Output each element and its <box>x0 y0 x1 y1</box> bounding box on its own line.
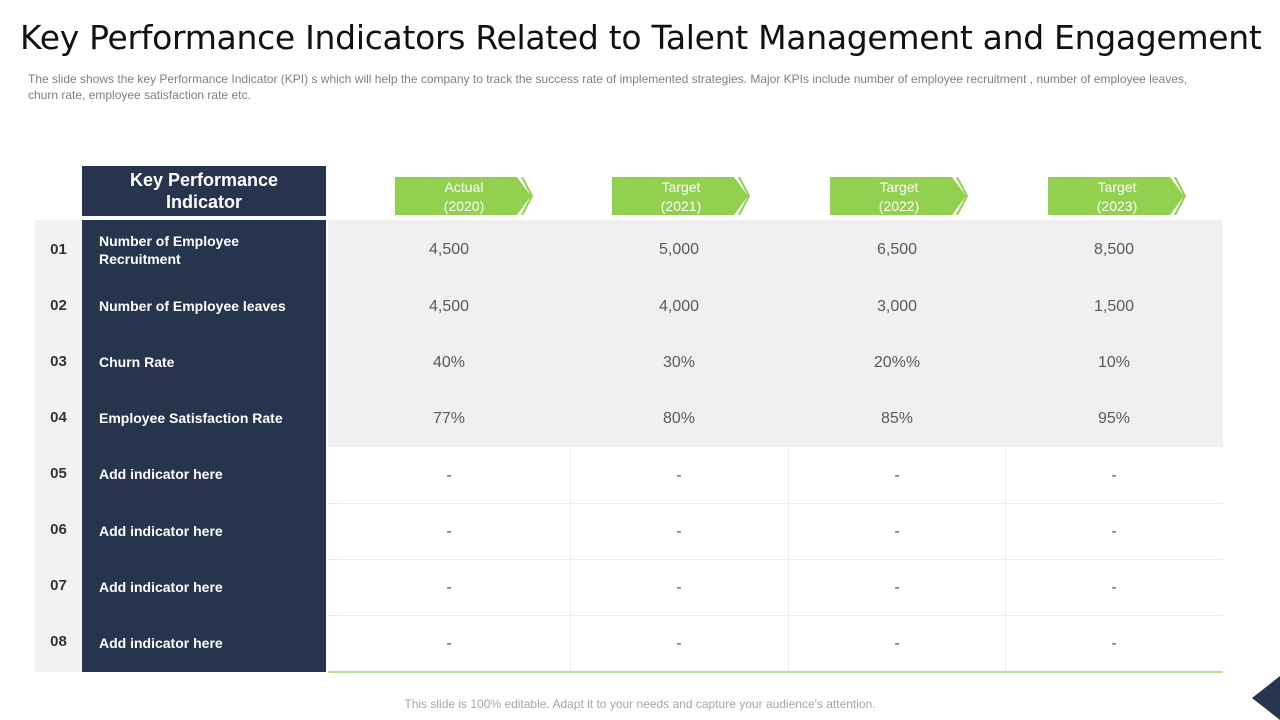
row-number: 01 <box>50 241 67 258</box>
column-header-target-2023: Target (2023) <box>1048 177 1186 215</box>
column-header-year: (2021) <box>660 198 702 214</box>
kpi-label-column <box>82 220 326 672</box>
table-cell: - <box>676 579 682 596</box>
table-cell: - <box>1111 467 1117 484</box>
table-cell: 5,000 <box>658 241 700 258</box>
table-cell: - <box>446 635 452 652</box>
table-cell: - <box>1111 579 1117 596</box>
row-label: Add indicator here <box>99 635 223 651</box>
chevron-arrow-shape <box>612 177 750 215</box>
table-cell: - <box>894 523 900 540</box>
table-cell: 4,000 <box>658 298 700 315</box>
row-number: 06 <box>50 521 67 538</box>
chevron-arrow-shape <box>1048 177 1186 215</box>
column-header-label: Target <box>879 179 919 195</box>
corner-triangle-icon <box>1252 676 1280 720</box>
row-number: 04 <box>50 409 67 426</box>
table-bottom-rule <box>328 671 1223 673</box>
column-header-target-2021: Target (2021) <box>612 177 750 215</box>
row-label: Add indicator here <box>99 466 223 482</box>
table-cell: - <box>676 467 682 484</box>
row-label: Add indicator here <box>99 523 223 539</box>
page-title: Key Performance Indicators Related to Ta… <box>20 18 1262 57</box>
table-cell: - <box>446 579 452 596</box>
column-header-year: (2020) <box>443 198 485 214</box>
column-header-label: Actual <box>444 179 484 195</box>
table-cell: 4,500 <box>428 298 470 315</box>
column-header-year: (2023) <box>1096 198 1138 214</box>
row-divider <box>328 615 1223 616</box>
filled-rows-background <box>328 220 1223 447</box>
row-label: Number of Employee leaves <box>99 298 286 314</box>
table-cell: 10% <box>1097 354 1131 371</box>
row-label: Add indicator here <box>99 579 223 595</box>
column-header-year: (2022) <box>878 198 920 214</box>
column-divider <box>1005 447 1006 672</box>
table-cell: 4,500 <box>428 241 470 258</box>
table-cell: 85% <box>880 410 914 427</box>
column-header-actual-2020: Actual (2020) <box>395 177 533 215</box>
column-header-label: Target <box>1097 179 1137 195</box>
table-cell: - <box>894 467 900 484</box>
row-number: 02 <box>50 297 67 314</box>
table-cell: 20%% <box>873 354 921 371</box>
table-cell: 77% <box>432 410 466 427</box>
table-cell: - <box>446 523 452 540</box>
table-cell: - <box>894 579 900 596</box>
row-number: 07 <box>50 577 67 594</box>
kpi-column-header: Key Performance Indicator <box>82 166 326 216</box>
column-header-label: Target <box>661 179 701 195</box>
column-divider <box>570 447 571 672</box>
table-cell: - <box>894 635 900 652</box>
table-cell: 80% <box>662 410 696 427</box>
table-cell: - <box>446 467 452 484</box>
page-subtitle: The slide shows the key Performance Indi… <box>28 72 1188 102</box>
column-divider <box>788 447 789 672</box>
row-number: 05 <box>50 465 67 482</box>
table-cell: 6,500 <box>876 241 918 258</box>
column-header-target-2022: Target (2022) <box>830 177 968 215</box>
table-cell: 1,500 <box>1093 298 1135 315</box>
chevron-arrow-shape <box>395 177 533 215</box>
chevron-arrow-shape <box>830 177 968 215</box>
table-cell: - <box>676 635 682 652</box>
row-label: Employee Satisfaction Rate <box>99 410 283 426</box>
table-cell: - <box>1111 523 1117 540</box>
row-divider <box>328 559 1223 560</box>
table-cell: 3,000 <box>876 298 918 315</box>
table-cell: 8,500 <box>1093 241 1135 258</box>
row-number: 08 <box>50 633 67 650</box>
row-label: Churn Rate <box>99 354 175 370</box>
row-label: Number of Employee Recruitment <box>99 233 240 267</box>
footer-note: This slide is 100% editable. Adapt it to… <box>404 697 876 711</box>
table-cell: 95% <box>1097 410 1131 427</box>
table-cell: 40% <box>432 354 466 371</box>
row-number-column <box>35 220 82 672</box>
row-divider <box>328 503 1223 504</box>
table-cell: - <box>1111 635 1117 652</box>
row-number: 03 <box>50 353 67 370</box>
table-cell: - <box>676 523 682 540</box>
table-cell: 30% <box>662 354 696 371</box>
